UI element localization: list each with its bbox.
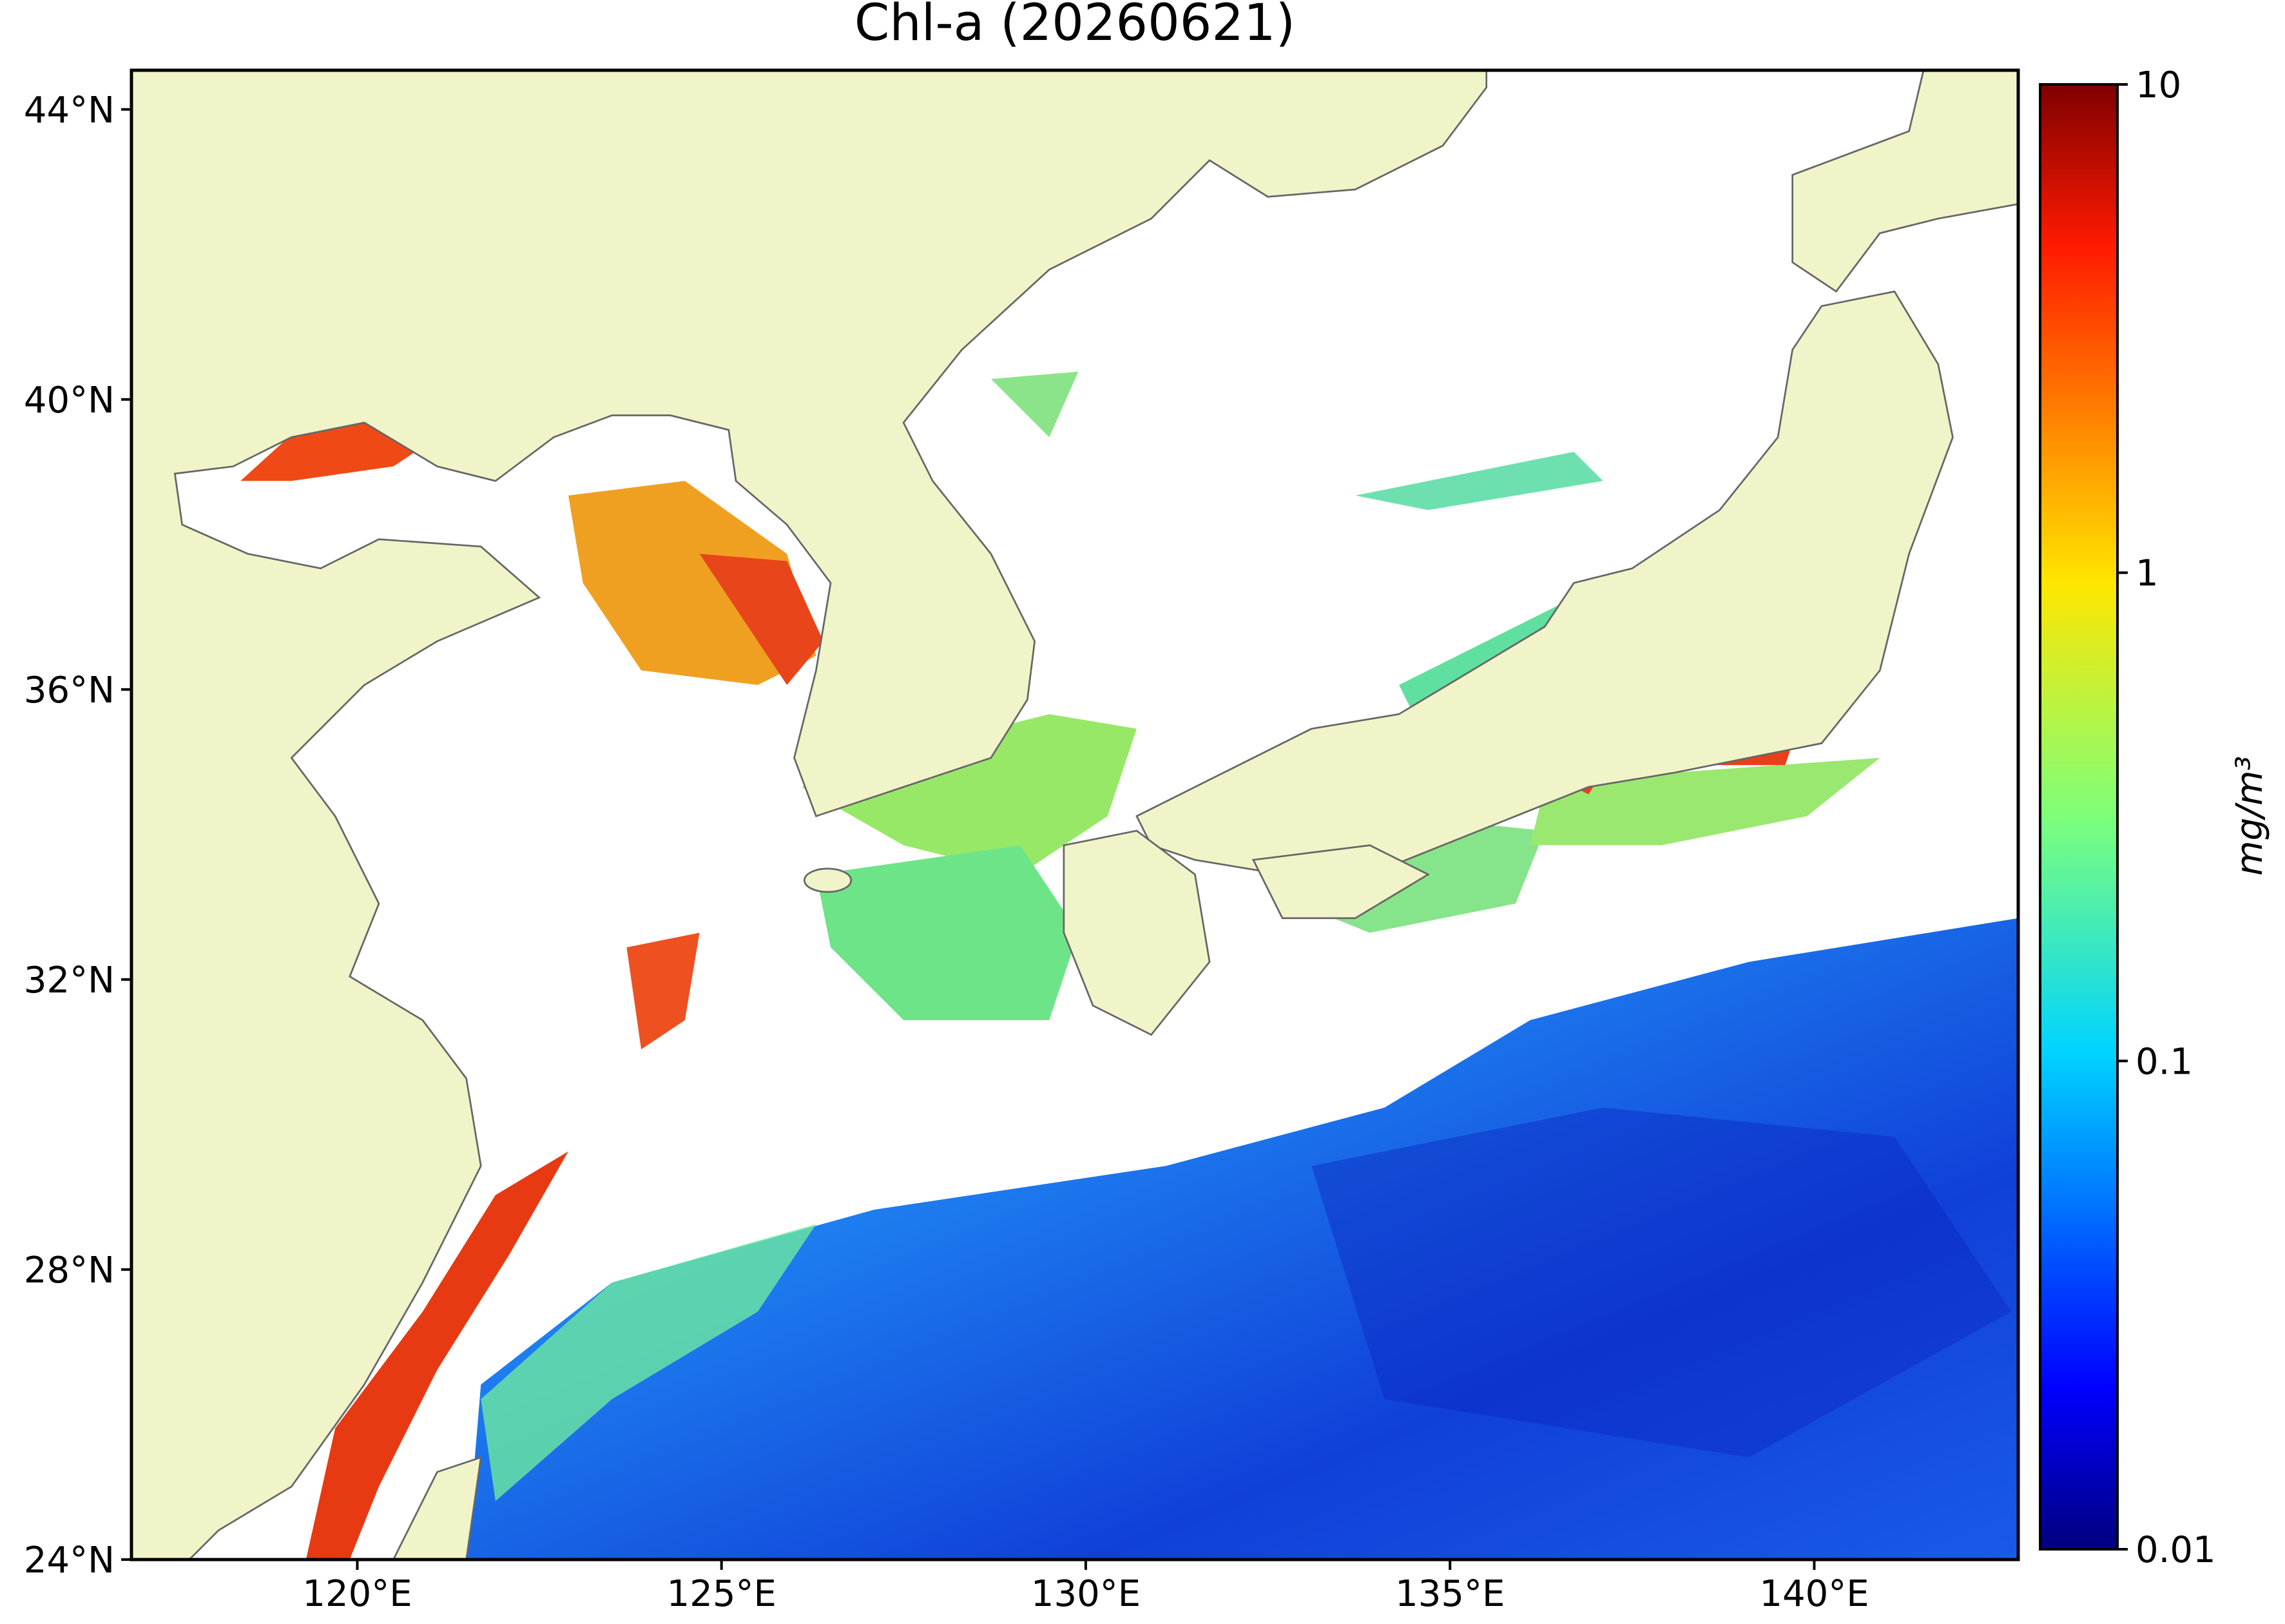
colorbar-label: mg/m³: [2229, 756, 2271, 876]
y-tick-label: 32°N: [24, 960, 115, 1001]
chart-title: Chl-a (20260621): [854, 0, 1295, 52]
x-tick-label: 125°E: [667, 1573, 776, 1615]
colorbar-tick-label: 0.1: [2136, 1041, 2193, 1083]
x-tick-label: 135°E: [1395, 1573, 1505, 1615]
y-tick-label: 24°N: [24, 1540, 115, 1581]
y-tick-label: 28°N: [24, 1250, 115, 1291]
y-tick-label: 40°N: [24, 380, 115, 421]
land: [131, 70, 2018, 1560]
plot-frame: [130, 68, 2020, 1561]
colorbar-tick-label: 0.01: [2136, 1529, 2216, 1571]
colorbar-tick-label: 1: [2136, 553, 2159, 595]
colorbar-tick-label: 10: [2136, 64, 2181, 106]
x-tick-label: 140°E: [1759, 1573, 1869, 1615]
chlorophyll-patches: [240, 349, 2018, 1560]
y-tick-label: 44°N: [24, 90, 115, 131]
map-layer: [131, 70, 2018, 1560]
x-tick-label: 120°E: [302, 1573, 412, 1615]
y-tick-label: 36°N: [24, 670, 115, 711]
colorbar: [2039, 83, 2119, 1551]
x-tick-label: 130°E: [1031, 1573, 1141, 1615]
